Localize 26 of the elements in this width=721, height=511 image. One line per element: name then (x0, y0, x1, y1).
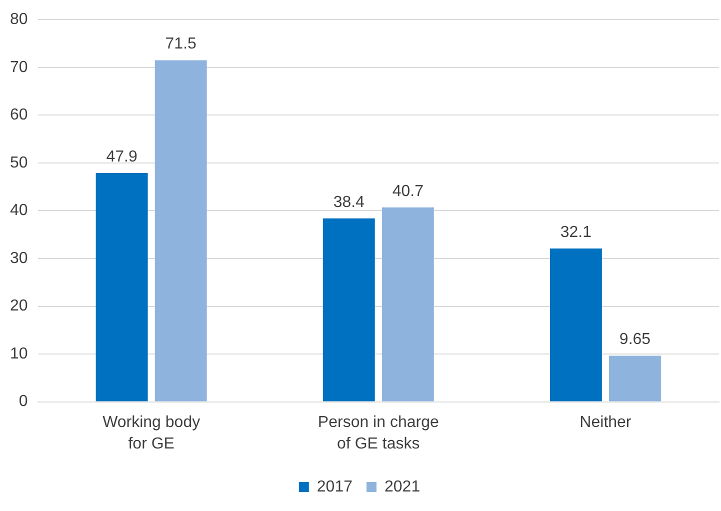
y-tick-label: 30 (10, 250, 28, 267)
y-tick-label: 50 (10, 154, 28, 172)
y-tick-label: 40 (10, 202, 28, 220)
y-tick-label: 10 (10, 345, 28, 362)
bar (322, 218, 375, 402)
x-tick-label: Person in charge of GE tasks (318, 414, 439, 453)
x-tick-label: Neither (580, 414, 632, 432)
data-label: 32.1 (560, 224, 592, 241)
y-tick-label: 70 (10, 58, 28, 76)
bar (154, 60, 207, 402)
legend-label: 2021 (384, 478, 420, 496)
data-label: 71.5 (165, 36, 197, 53)
bar (382, 207, 434, 402)
bar (550, 248, 602, 402)
y-tick-label: 80 (10, 11, 28, 28)
data-label: 9.65 (619, 331, 651, 348)
x-tick-label: Working body for GE (102, 414, 200, 453)
data-label: 38.4 (333, 194, 365, 211)
y-tick-label: 60 (10, 106, 28, 124)
y-tick-label: 0 (18, 393, 28, 410)
bar (96, 172, 148, 402)
y-tick-label: 20 (10, 298, 28, 315)
legend-label: 2017 (316, 478, 353, 496)
data-label: 47.9 (106, 148, 138, 166)
bar (609, 356, 661, 402)
data-label: 40.7 (392, 182, 424, 200)
